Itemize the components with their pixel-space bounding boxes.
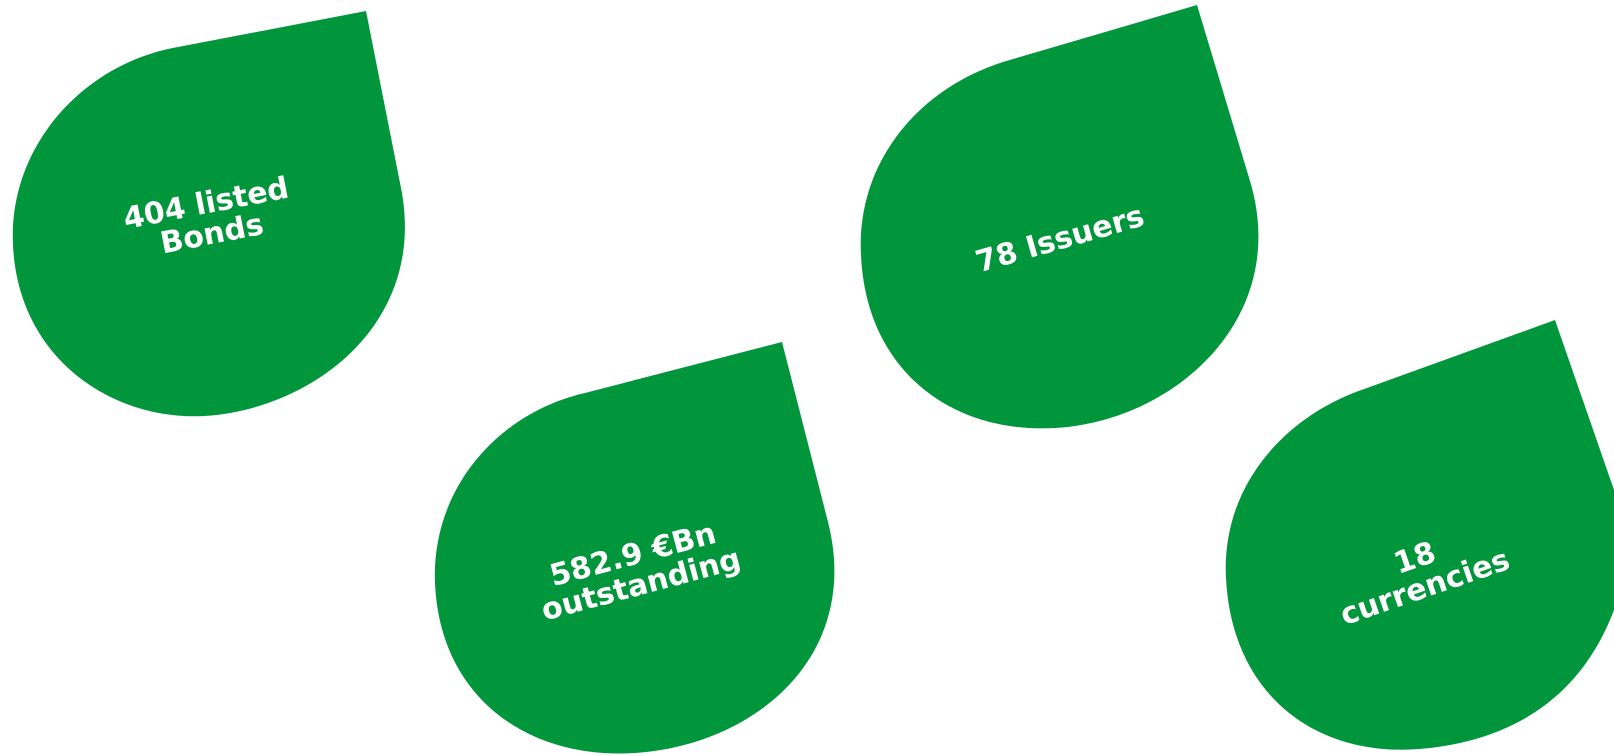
stats-graphic: 404 listed Bonds 78 Issuers 582.9 €Bn ou… <box>12 5 1614 754</box>
drop-shape-issuers <box>860 5 1259 429</box>
drop-shape-outstanding <box>434 342 835 754</box>
drop-shape-listed-bonds <box>12 11 405 417</box>
drop-shape-currencies <box>1225 320 1614 750</box>
